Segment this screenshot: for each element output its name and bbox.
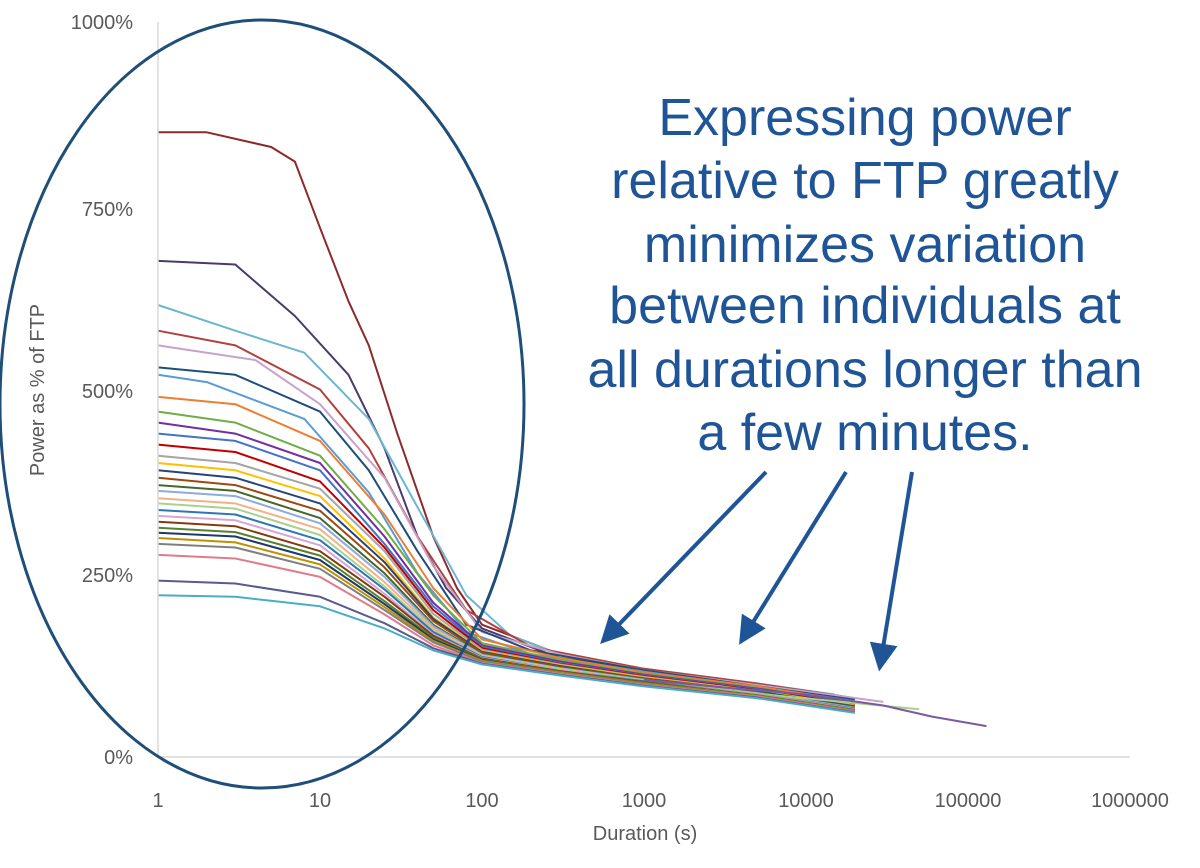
highlight-ellipse	[0, 18, 526, 790]
y-tick-label: 0%	[104, 747, 133, 769]
x-tick-label: 10	[309, 790, 331, 812]
y-tick-label: 250%	[82, 565, 133, 587]
series-line	[157, 484, 855, 708]
y-axis-title: Power as % of FTP	[27, 304, 49, 476]
x-tick-label: 1000	[622, 790, 667, 812]
annotation-text-line: minimizes variation	[644, 216, 1086, 274]
series-line	[157, 497, 855, 710]
y-tick-label: 1000%	[71, 12, 133, 34]
annotation-text-line: between individuals at	[609, 277, 1121, 335]
x-tick-label: 1	[152, 790, 163, 812]
annotation-arrow	[869, 471, 914, 672]
x-tick-label: 1000000	[1091, 790, 1169, 812]
series-line	[157, 502, 920, 711]
annotation-arrow	[600, 470, 768, 645]
series-line	[643, 678, 987, 728]
y-tick-label: 500%	[82, 381, 133, 403]
series-line	[157, 395, 871, 706]
x-tick-label: 10000	[778, 790, 834, 812]
annotation-arrow	[739, 470, 848, 645]
annotation-text-line: all durations longer than	[587, 341, 1142, 399]
plot-series	[157, 131, 987, 728]
x-tick-label: 100000	[935, 790, 1002, 812]
x-tick-label: 100	[465, 790, 498, 812]
series-line	[157, 329, 855, 700]
annotation-text-line: a few minutes.	[697, 404, 1032, 462]
annotation-text-line: Expressing power	[658, 89, 1071, 147]
series-line	[157, 366, 855, 701]
x-axis-title: Duration (s)	[593, 823, 697, 845]
y-tick-label: 750%	[82, 199, 133, 221]
annotation-text-line: relative to FTP greatly	[611, 152, 1119, 210]
